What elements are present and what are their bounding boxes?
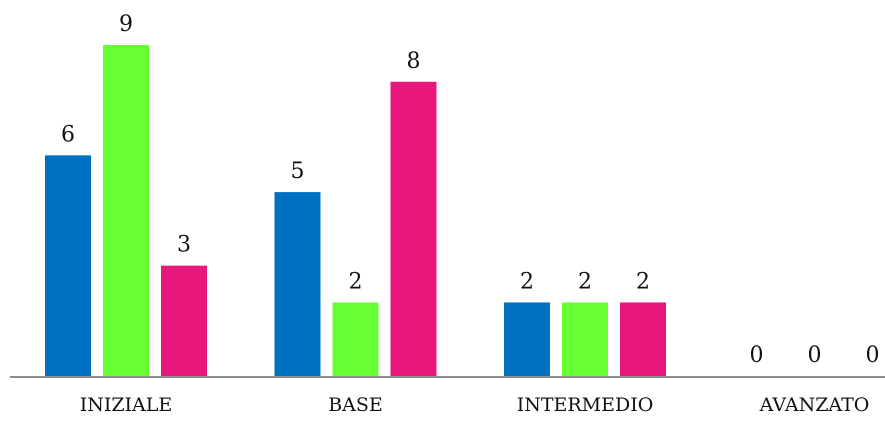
bar [504,302,550,376]
category-labels-group: INIZIALE BASE INTERMEDIO AVANZATO [80,394,870,416]
value-label: 8 [407,49,421,74]
bar [103,45,149,376]
bar [562,302,608,376]
bar [332,302,379,376]
bar [161,265,207,376]
value-label: 3 [177,233,191,258]
value-label: 2 [578,269,592,294]
bar [274,192,321,376]
category-label: INTERMEDIO [517,394,654,416]
value-label: 2 [520,269,534,294]
value-label: 6 [61,122,75,147]
value-label: 9 [119,12,133,37]
category-label: AVANZATO [759,394,870,416]
category-label: BASE [328,394,383,416]
category-label: INIZIALE [80,394,173,416]
bars-group [45,45,666,377]
value-label: 0 [866,343,880,368]
value-label: 0 [750,343,764,368]
bar [45,155,91,376]
value-labels-group: 6 9 3 5 2 8 2 2 2 0 0 0 [61,12,880,368]
value-label: 5 [291,159,305,184]
bar [620,302,666,376]
value-label: 2 [349,269,363,294]
value-label: 0 [808,343,822,368]
value-label: 2 [636,269,650,294]
bar [390,81,437,377]
